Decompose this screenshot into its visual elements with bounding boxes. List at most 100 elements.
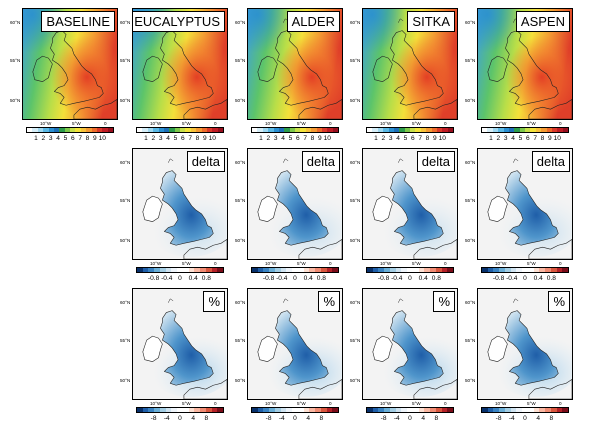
colorbar-swatch: [551, 128, 558, 132]
map-panel: 60°N 55°N 50°N BASELINE 10°W 5°W 0 1 2 3 4 5 6 7 8 9 10: [10, 8, 118, 144]
colorbar-tick-label: 8: [425, 135, 430, 142]
shetland-coastline: [283, 298, 289, 303]
colorbar-swatch: [182, 268, 189, 272]
colorbar-swatch: [557, 128, 563, 132]
colorbar-tick-label: 4: [191, 415, 196, 422]
colorbar-ticks: -0.8 -0.4 0 0.4 0.8: [366, 275, 454, 283]
colorbar-tick-label: 4: [56, 135, 60, 142]
map-area: delta: [247, 148, 343, 260]
colorbar-tick-label: 8: [319, 415, 324, 422]
colorbar-swatch: [395, 268, 402, 272]
france-coastline: [73, 99, 117, 119]
colorbar-swatch: [384, 408, 390, 412]
map-panel: 60°N 55°N 50°N delta 10°W 5°W 0 -0.8 -0.4 0 0.4 0.8: [350, 148, 458, 284]
colorbar-swatch: [508, 128, 515, 132]
colorbar: [26, 127, 114, 133]
colorbar-swatch: [522, 268, 528, 272]
colorbar-tick-label: 7: [188, 135, 192, 142]
colorbar-tick-label: -0.4: [161, 275, 173, 282]
panel-title: delta: [416, 151, 455, 172]
colorbar-swatch: [395, 408, 402, 412]
colorbar-tick-label: 9: [203, 135, 207, 142]
ireland-coastline: [487, 335, 508, 362]
colorbar-ticks: -0.8 -0.4 0 0.4 0.8: [136, 275, 224, 283]
colorbar-tick-label: 2: [266, 135, 271, 142]
colorbar-tick-label: -0.4: [506, 275, 518, 282]
colorbar-swatch: [332, 268, 339, 272]
colorbar-tick-label: 7: [78, 135, 82, 142]
colorbar: [481, 407, 569, 413]
colorbar-tick-label: -4: [278, 415, 285, 422]
panel-title: %: [548, 291, 570, 312]
colorbar-tick-label: 4: [511, 135, 515, 142]
colorbar-swatch: [562, 268, 569, 272]
colorbar-tick-label: 3: [273, 135, 278, 142]
france-coastline: [183, 99, 227, 119]
france-coastline: [528, 379, 572, 399]
colorbar-swatch: [190, 128, 197, 132]
france-coastline: [298, 379, 342, 399]
colorbar-swatch: [278, 128, 285, 132]
latitude-label: 50°N: [120, 378, 131, 383]
colorbar-tick-label: 2: [381, 135, 386, 142]
colorbar-tick-label: 8: [195, 135, 200, 142]
colorbar-swatch: [320, 408, 327, 412]
colorbar-swatch: [309, 268, 316, 272]
colorbar-swatch: [268, 128, 274, 132]
longitude-label: 0: [444, 121, 447, 126]
colorbar-swatch: [556, 408, 563, 412]
colorbar-tick-label: 6: [525, 135, 530, 142]
colorbar-swatch: [188, 268, 195, 272]
colorbar-tick-label: 2: [496, 135, 501, 142]
colorbar-swatch: [274, 408, 281, 412]
latitude-label: 55°N: [235, 58, 246, 63]
colorbar-swatch: [188, 408, 195, 412]
colorbar-swatch: [504, 408, 511, 412]
colorbar-swatch: [154, 268, 160, 272]
longitude-label: 5°W: [297, 261, 306, 266]
longitude-label: 10°W: [265, 261, 277, 266]
colorbar-swatch: [252, 128, 258, 132]
longitude-label: 10°W: [150, 401, 162, 406]
latitude-label: 55°N: [235, 198, 246, 203]
colorbar-swatch: [171, 268, 178, 272]
map-area: %: [247, 288, 343, 400]
panel-title: %: [318, 291, 340, 312]
colorbar-swatch: [257, 268, 264, 272]
longitude-label: 0: [444, 261, 447, 266]
latitude-label: 60°N: [120, 20, 131, 25]
colorbar-swatch: [91, 128, 97, 132]
map-panel: 60°N 55°N 50°N% 10°W 5°W 0 -8 -4 0 4 8: [120, 288, 228, 424]
colorbar-swatch: [315, 268, 321, 272]
colorbar-swatch: [263, 408, 270, 412]
colorbar-tick-label: 0.4: [188, 275, 198, 282]
colorbar-swatch: [211, 268, 218, 272]
colorbar-swatch: [212, 128, 218, 132]
colorbar-swatch: [383, 128, 389, 132]
colorbar-swatch: [498, 128, 504, 132]
colorbar-swatch: [165, 408, 172, 412]
shetland-coastline: [398, 298, 404, 303]
latitude-label: 60°N: [350, 160, 361, 165]
colorbar: [366, 407, 454, 413]
colorbar-swatch: [257, 408, 264, 412]
colorbar-tick-label: 5: [518, 135, 523, 142]
colorbar-swatch: [320, 268, 327, 272]
map-area: BASELINE: [22, 8, 118, 120]
colorbar-tick-label: 4: [306, 415, 311, 422]
colorbar-swatch: [297, 268, 304, 272]
colorbar-swatch: [378, 408, 385, 412]
colorbar-tick-label: 0: [408, 275, 412, 282]
longitude-label: 10°W: [495, 261, 507, 266]
colorbar-tick-label: 2: [41, 135, 46, 142]
colorbar-swatch: [447, 268, 454, 272]
colorbar-swatch: [424, 408, 431, 412]
colorbar-swatch: [378, 268, 385, 272]
latitude-label: 55°N: [465, 198, 476, 203]
colorbar-swatch: [372, 128, 378, 132]
shetland-coastline: [283, 158, 289, 163]
shetland-coastline: [513, 298, 519, 303]
colorbar-swatch: [205, 408, 212, 412]
latitude-label: 55°N: [465, 338, 476, 343]
ireland-coastline: [32, 55, 53, 82]
